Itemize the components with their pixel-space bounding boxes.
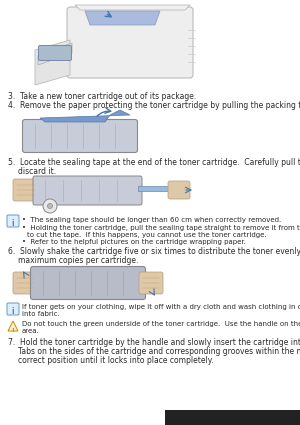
- FancyBboxPatch shape: [38, 45, 71, 60]
- Text: correct position until it locks into place completely.: correct position until it locks into pla…: [18, 356, 214, 365]
- Text: •  The sealing tape should be longer than 60 cm when correctly removed.: • The sealing tape should be longer than…: [22, 217, 281, 223]
- Polygon shape: [8, 321, 18, 331]
- FancyBboxPatch shape: [33, 176, 142, 205]
- FancyBboxPatch shape: [7, 215, 19, 227]
- Text: •  Refer to the helpful pictures on the cartridge wrapping paper.: • Refer to the helpful pictures on the c…: [22, 239, 246, 245]
- Text: Tabs on the sides of the cartridge and corresponding grooves within the machine : Tabs on the sides of the cartridge and c…: [18, 347, 300, 356]
- Text: 5.  Locate the sealing tape at the end of the toner cartridge.  Carefully pull t: 5. Locate the sealing tape at the end of…: [8, 158, 300, 167]
- FancyBboxPatch shape: [13, 272, 37, 294]
- Circle shape: [47, 204, 52, 209]
- Text: 6.  Slowly shake the cartridge five or six times to distribute the toner evenly : 6. Slowly shake the cartridge five or si…: [8, 247, 300, 256]
- Text: 4.  Remove the paper protecting the toner cartridge by pulling the packing tape.: 4. Remove the paper protecting the toner…: [8, 101, 300, 110]
- Polygon shape: [75, 5, 190, 10]
- Text: into fabric.: into fabric.: [22, 311, 60, 317]
- Polygon shape: [85, 11, 160, 25]
- Text: area.: area.: [22, 328, 40, 334]
- Bar: [138, 186, 173, 191]
- Bar: [165, 410, 300, 425]
- Text: !: !: [12, 328, 14, 333]
- Polygon shape: [35, 40, 70, 85]
- FancyBboxPatch shape: [67, 7, 193, 78]
- Text: Do not touch the green underside of the toner cartridge.  Use the handle on the : Do not touch the green underside of the …: [22, 321, 300, 327]
- Polygon shape: [38, 43, 72, 65]
- Text: to cut the tape.  If this happens, you cannot use the toner cartridge.: to cut the tape. If this happens, you ca…: [27, 232, 267, 238]
- Text: If toner gets on your clothing, wipe it off with a dry cloth and wash clothing i: If toner gets on your clothing, wipe it …: [22, 304, 300, 310]
- Text: i: i: [12, 219, 14, 228]
- FancyBboxPatch shape: [22, 119, 137, 153]
- Text: maximum copies per cartridge.: maximum copies per cartridge.: [18, 256, 138, 265]
- Circle shape: [43, 199, 57, 213]
- Text: i: i: [12, 307, 14, 316]
- Polygon shape: [40, 110, 130, 122]
- Text: 3.  Take a new toner cartridge out of its package.: 3. Take a new toner cartridge out of its…: [8, 92, 196, 101]
- FancyBboxPatch shape: [13, 179, 39, 201]
- FancyBboxPatch shape: [31, 266, 146, 300]
- FancyBboxPatch shape: [7, 303, 19, 315]
- Text: •  Holding the toner cartridge, pull the sealing tape straight to remove it from: • Holding the toner cartridge, pull the …: [22, 225, 300, 231]
- Text: 7.  Hold the toner cartridge by the handle and slowly insert the cartridge into : 7. Hold the toner cartridge by the handl…: [8, 338, 300, 347]
- Text: discard it.: discard it.: [18, 167, 56, 176]
- FancyBboxPatch shape: [139, 272, 163, 294]
- FancyBboxPatch shape: [168, 181, 190, 199]
